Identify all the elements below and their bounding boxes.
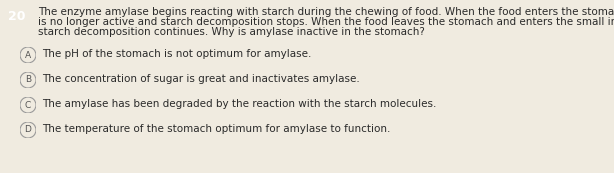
- Text: The concentration of sugar is great and inactivates amylase.: The concentration of sugar is great and …: [42, 74, 360, 84]
- Text: is no longer active and starch decomposition stops. When the food leaves the sto: is no longer active and starch decomposi…: [38, 17, 614, 27]
- Text: The amylase has been degraded by the reaction with the starch molecules.: The amylase has been degraded by the rea…: [42, 99, 437, 109]
- Circle shape: [20, 47, 36, 63]
- Circle shape: [20, 122, 36, 138]
- Circle shape: [20, 97, 36, 113]
- Text: C: C: [25, 101, 31, 110]
- Text: D: D: [25, 125, 31, 134]
- Text: starch decomposition continues. Why is amylase inactive in the stomach?: starch decomposition continues. Why is a…: [38, 27, 425, 37]
- Text: The temperature of the stomach optimum for amylase to function.: The temperature of the stomach optimum f…: [42, 124, 391, 134]
- Text: 20: 20: [8, 10, 26, 22]
- Circle shape: [20, 72, 36, 88]
- Text: The pH of the stomach is not optimum for amylase.: The pH of the stomach is not optimum for…: [42, 49, 311, 59]
- Text: The enzyme amylase begins reacting with starch during the chewing of food. When : The enzyme amylase begins reacting with …: [38, 7, 614, 17]
- Text: A: A: [25, 51, 31, 60]
- Text: B: B: [25, 75, 31, 84]
